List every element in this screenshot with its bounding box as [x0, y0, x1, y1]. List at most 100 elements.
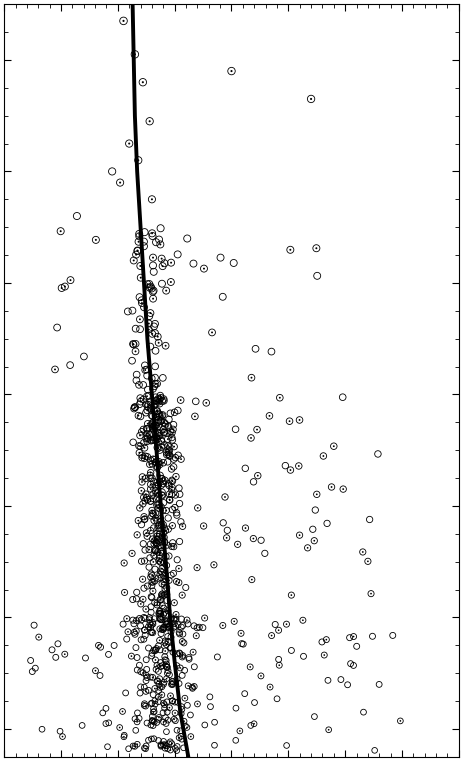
Point [149, 410, 156, 422]
Point [160, 426, 168, 438]
Point [164, 664, 172, 677]
Point [160, 426, 168, 438]
Point [176, 662, 184, 674]
Point [161, 522, 168, 534]
Point [163, 718, 170, 730]
Point [167, 276, 175, 288]
Point [142, 743, 149, 755]
Point [158, 589, 165, 601]
Point [129, 594, 137, 606]
Point [150, 535, 158, 547]
Point [156, 470, 164, 482]
Point [168, 737, 175, 750]
Point [155, 691, 162, 703]
Point [159, 409, 166, 421]
Point [251, 696, 258, 708]
Point [162, 635, 169, 647]
Point [157, 556, 164, 568]
Point [163, 661, 170, 673]
Point [54, 638, 62, 650]
Point [178, 701, 185, 713]
Point [156, 565, 164, 577]
Point [135, 379, 143, 391]
Point [158, 410, 166, 422]
Point [166, 702, 173, 714]
Point [150, 434, 157, 446]
Point [174, 248, 181, 260]
Point [152, 391, 159, 403]
Point [147, 495, 154, 508]
Point [177, 731, 185, 743]
Point [304, 542, 311, 554]
Point [143, 364, 150, 376]
Point [153, 499, 161, 511]
Point [137, 598, 144, 610]
Point [143, 669, 150, 681]
Point [58, 282, 65, 294]
Point [167, 425, 174, 438]
Point [142, 700, 150, 712]
Point [200, 520, 207, 532]
Point [165, 446, 172, 458]
Point [142, 674, 150, 686]
Point [124, 626, 131, 638]
Point [169, 434, 176, 446]
Point [138, 476, 146, 488]
Point [35, 631, 43, 643]
Point [148, 228, 156, 240]
Point [149, 715, 156, 727]
Point [158, 395, 166, 407]
Point [145, 317, 152, 330]
Point [160, 678, 167, 690]
Point [157, 556, 164, 568]
Point [248, 371, 255, 384]
Point [143, 717, 150, 729]
Point [131, 48, 138, 60]
Point [160, 478, 167, 490]
Point [203, 396, 210, 409]
Point [194, 622, 201, 634]
Point [161, 742, 169, 754]
Point [150, 514, 158, 527]
Point [325, 724, 332, 736]
Point [132, 323, 139, 335]
Point [167, 744, 174, 756]
Point [142, 686, 150, 698]
Point [147, 483, 154, 495]
Point [154, 522, 162, 534]
Point [136, 501, 144, 514]
Point [143, 422, 150, 435]
Point [206, 691, 213, 703]
Point [95, 639, 102, 651]
Point [143, 492, 150, 504]
Point [296, 414, 303, 426]
Point [154, 393, 162, 405]
Point [168, 678, 175, 690]
Point [149, 458, 156, 470]
Point [236, 724, 244, 737]
Point [147, 719, 155, 731]
Point [150, 492, 157, 505]
Point [172, 451, 179, 463]
Point [248, 371, 255, 384]
Point [147, 434, 155, 446]
Point [167, 613, 175, 626]
Point [155, 555, 163, 567]
Point [168, 256, 175, 269]
Point [163, 673, 170, 685]
Point [159, 547, 166, 559]
Point [166, 449, 174, 461]
Point [151, 575, 158, 587]
Point [120, 14, 127, 27]
Point [124, 305, 131, 317]
Point [150, 292, 157, 304]
Point [162, 339, 169, 352]
Point [159, 623, 167, 635]
Point [151, 695, 159, 707]
Point [157, 416, 164, 428]
Point [148, 193, 156, 205]
Point [135, 514, 142, 527]
Point [154, 487, 162, 499]
Point [177, 516, 185, 528]
Point [145, 317, 152, 330]
